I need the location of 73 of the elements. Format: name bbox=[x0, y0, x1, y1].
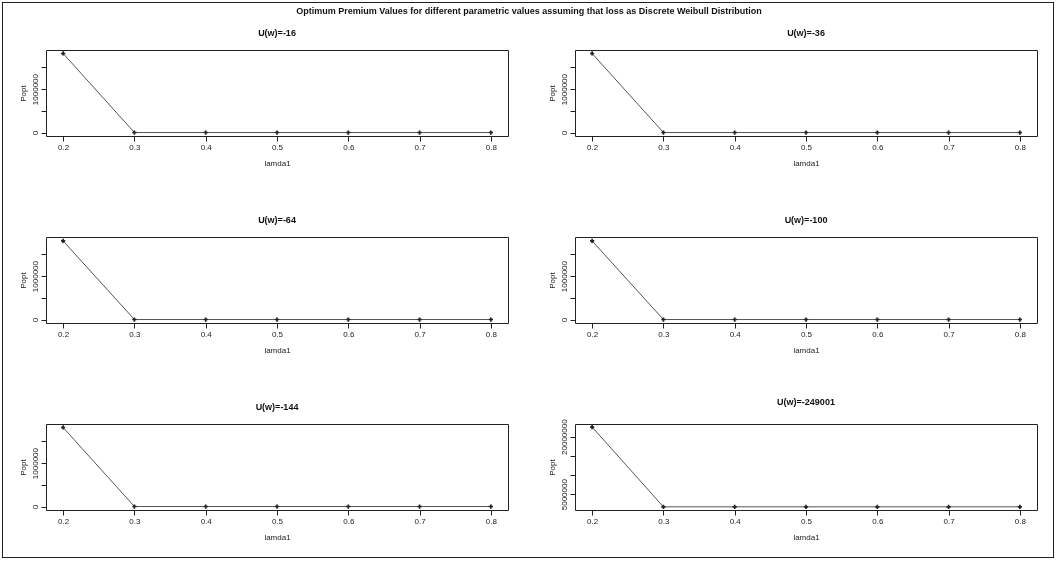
y-tick-label: 5000000 bbox=[559, 478, 569, 511]
y-tick-label: 1000000 bbox=[30, 260, 40, 293]
x-tick-label: 0.7 bbox=[414, 142, 427, 152]
x-tick-label: 0.6 bbox=[872, 142, 884, 152]
y-tick-label: 0 bbox=[30, 504, 40, 510]
x-tick-label: 0.6 bbox=[872, 516, 884, 526]
x-tick-label: 0.3 bbox=[129, 329, 142, 339]
x-tick-label: 0.8 bbox=[1014, 142, 1027, 152]
x-tick-label: 0.2 bbox=[58, 142, 70, 152]
chart-title: U(w)=-100 bbox=[784, 215, 828, 225]
y-axis-title: Popt bbox=[547, 458, 557, 476]
chart-title: U(w)=-16 bbox=[258, 28, 296, 38]
x-axis-title: lamda1 bbox=[793, 345, 821, 355]
text: Optimum Premium Values for different parametric values assuming that loss as Discrete Weibull Distribution bbox=[295, 6, 763, 16]
x-tick-label: 0.7 bbox=[943, 516, 956, 526]
y-tick-label: 1000000 bbox=[30, 73, 40, 106]
y-tick-label: 0 bbox=[30, 317, 40, 323]
x-tick-label: 0.8 bbox=[485, 329, 498, 339]
x-tick-label: 0.4 bbox=[200, 329, 213, 339]
x-tick-label: 0.4 bbox=[200, 516, 213, 526]
y-tick-label: 1000000 bbox=[559, 260, 569, 293]
x-tick-label: 0.7 bbox=[414, 329, 427, 339]
x-tick-label: 0.4 bbox=[729, 329, 742, 339]
x-tick-label: 0.5 bbox=[800, 142, 813, 152]
x-axis-title: lamda1 bbox=[793, 532, 821, 542]
x-tick-label: 0.2 bbox=[58, 329, 70, 339]
x-tick-label: 0.4 bbox=[729, 516, 742, 526]
y-axis-title: Popt bbox=[18, 458, 28, 476]
chart-title: U(w)=-249001 bbox=[777, 396, 835, 407]
x-tick-label: 0.5 bbox=[271, 142, 284, 152]
x-tick-label: 0.6 bbox=[343, 329, 355, 339]
x-tick-label: 0.6 bbox=[343, 516, 355, 526]
chart-title: U(w)=-144 bbox=[255, 402, 299, 412]
chart-title: U(w)=-64 bbox=[258, 215, 296, 225]
y-axis-title: Popt bbox=[547, 271, 557, 289]
y-axis-title: Popt bbox=[18, 271, 28, 289]
x-tick-label: 0.7 bbox=[414, 516, 427, 526]
x-tick-label: 0.3 bbox=[658, 329, 671, 339]
x-tick-label: 0.6 bbox=[872, 329, 884, 339]
y-axis-title: Popt bbox=[547, 84, 557, 102]
y-tick-label: 1000000 bbox=[30, 447, 40, 480]
y-tick-label: 0 bbox=[559, 317, 569, 323]
x-tick-label: 0.8 bbox=[485, 142, 498, 152]
y-axis-title: Popt bbox=[18, 84, 28, 102]
x-tick-label: 0.3 bbox=[658, 142, 671, 152]
x-tick-label: 0.7 bbox=[943, 329, 956, 339]
y-tick-label: 0 bbox=[559, 130, 569, 136]
x-tick-label: 0.2 bbox=[587, 329, 599, 339]
y-tick-label: 0 bbox=[30, 130, 40, 136]
x-tick-label: 0.5 bbox=[800, 516, 813, 526]
x-tick-label: 0.5 bbox=[800, 329, 813, 339]
x-tick-label: 0.7 bbox=[943, 142, 956, 152]
x-tick-label: 0.8 bbox=[485, 516, 498, 526]
y-tick-label: 1000000 bbox=[559, 73, 569, 106]
x-tick-label: 0.4 bbox=[200, 142, 213, 152]
x-tick-label: 0.3 bbox=[129, 516, 142, 526]
x-tick-label: 0.8 bbox=[1014, 516, 1027, 526]
x-tick-label: 0.6 bbox=[343, 142, 355, 152]
chart-title: U(w)=-36 bbox=[787, 28, 825, 38]
x-tick-label: 0.3 bbox=[658, 516, 671, 526]
x-tick-label: 0.8 bbox=[1014, 329, 1027, 339]
x-tick-label: 0.3 bbox=[129, 142, 142, 152]
x-tick-label: 0.2 bbox=[587, 142, 599, 152]
x-tick-label: 0.5 bbox=[271, 516, 284, 526]
x-tick-label: 0.4 bbox=[729, 142, 742, 152]
x-tick-label: 0.2 bbox=[58, 516, 70, 526]
y-tick-label: 20000000 bbox=[559, 418, 569, 455]
x-axis-title: lamda1 bbox=[264, 158, 292, 168]
x-axis-title: lamda1 bbox=[793, 158, 821, 168]
x-axis-title: lamda1 bbox=[264, 345, 292, 355]
x-tick-label: 0.2 bbox=[587, 516, 599, 526]
x-tick-label: 0.5 bbox=[271, 329, 284, 339]
x-axis-title: lamda1 bbox=[264, 532, 292, 542]
